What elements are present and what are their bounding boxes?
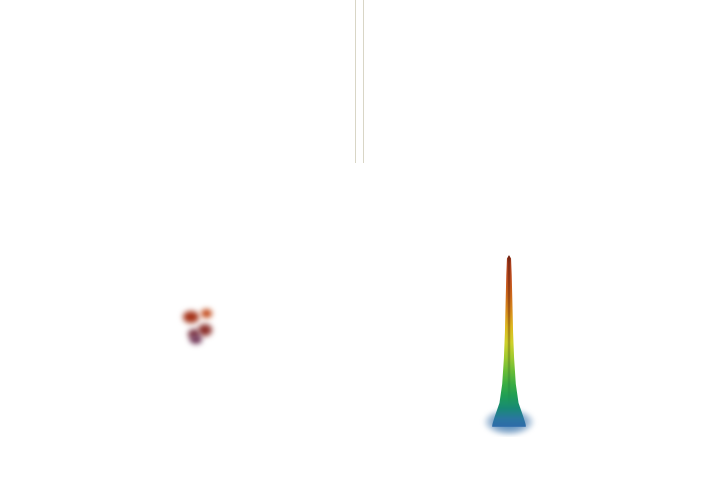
beam-2d-image bbox=[85, 217, 360, 437]
y-tick-mark bbox=[34, 86, 40, 87]
horizontal-profile-curve bbox=[40, 13, 348, 133]
beam-spot-speckle bbox=[201, 309, 212, 318]
chart-panel-vertical bbox=[363, 0, 728, 163]
y-tick-mark bbox=[398, 38, 404, 39]
plot-area-horizontal bbox=[40, 13, 350, 135]
beam-spot-speckle bbox=[188, 329, 200, 339]
y-tick-mark bbox=[34, 38, 40, 39]
beam-spot-speckle bbox=[190, 335, 202, 344]
beam-3d-image bbox=[365, 218, 642, 437]
plot-area-vertical bbox=[404, 13, 714, 135]
chart-panel-horizontal bbox=[0, 0, 356, 163]
beam-spot-speckle bbox=[198, 324, 212, 336]
x-tick-labels bbox=[0, 139, 355, 150]
plot-corner-handle[interactable] bbox=[709, 12, 715, 17]
y-tick-mark bbox=[398, 86, 404, 87]
plot-corner-handle[interactable] bbox=[345, 12, 351, 17]
beam-spot-speckle bbox=[183, 311, 199, 323]
vertical-profile-curve bbox=[404, 13, 712, 133]
beam-spot bbox=[85, 217, 360, 437]
panel-bottom-strip bbox=[0, 168, 728, 175]
x-tick-labels bbox=[364, 139, 728, 150]
